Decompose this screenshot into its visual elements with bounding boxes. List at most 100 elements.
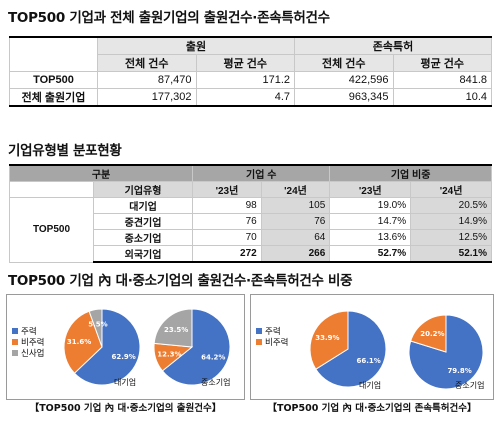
table1-subheader: 평균 건수 [392,54,492,72]
row-label: 전체 출원기업 [9,88,98,107]
legend-swatch [12,338,18,345]
pie-slice-0-1 [63,310,103,374]
table2-header-group: 구분 [8,164,194,182]
legend-swatch [12,327,18,334]
table-row: 중소기업 70 64 13.6% 12.5% [10,229,492,246]
legend-item: 신사업 [12,347,45,359]
pie-slice-1-1 [410,314,447,353]
table1-header-applications: 출원 [97,36,295,55]
pie-name: 대기업 [359,381,382,390]
table-cell: 76 [260,213,331,230]
table-cell: 20.5% [410,197,492,214]
table-cell: 422,596 [294,71,394,89]
table2-header-count: 기업 수 [192,164,331,182]
table-cell: 98 [192,197,262,214]
table-cell: 13.6% [329,229,412,246]
table1-subheader: 전체 건수 [97,54,197,72]
legend-item: 주력 [12,325,44,337]
table-cell: 14.7% [329,213,412,230]
title-share-by-size: TOP500 기업 內 대·중소기업의 출원건수·존속특허건수 비중 [8,273,353,289]
table-cell: 12.5% [410,229,492,246]
pie-slice-label: 12.3% [157,350,181,358]
caption-patents: 【TOP500 기업 內 대·중소기업의 존속특허건수】 [267,403,477,414]
table-cell: 10.4 [392,88,492,107]
table2-type-header: 기업유형 [92,181,194,198]
pie-slice-0-0 [73,308,141,386]
pie-slice-label: 64.2% [201,354,225,362]
row-label: TOP500 [9,71,98,89]
legend-swatch [12,349,18,356]
top500-vs-all-table: 출원 존속특허 전체 건수 평균 건수 전체 건수 평균 건수 TOP500 8… [9,36,492,107]
table-cell: 52.1% [410,245,492,263]
table-cell: 266 [260,245,331,263]
pie-slice-1-0 [161,308,231,386]
company-type-table: 구분 기업 수 기업 비중 기업유형 '23년 '24년 '23년 '24년 T… [8,164,492,263]
pie-slice-label: 20.2% [420,330,444,338]
pie-slice-label: 62.9% [112,353,136,361]
pie-slice-0-1 [309,310,349,370]
legend-item: 비주력 [256,336,289,348]
row-label: 외국기업 [92,245,194,263]
table-cell: 963,345 [294,88,394,107]
applications-pie-panel: 62.9% 31.6% 5.5% 64.2% 12.3% 23.5% 주력 비주력 신사업… [6,294,245,400]
title-company-distribution: 기업유형별 분포현황 [8,143,122,159]
pie-slice-label: 79.8% [447,367,471,375]
legend-label: 비주력 [265,337,289,348]
legend-label: 주력 [265,326,281,337]
table-cell: 4.7 [195,88,295,107]
table1-header-patents: 존속특허 [294,36,492,55]
legend-item: 비주력 [12,336,45,348]
table1-subheader: 전체 건수 [294,54,394,72]
table-cell: 841.8 [392,71,492,89]
pie-name: 중소기업 [201,378,231,387]
pie-slice-label: 33.9% [315,334,339,342]
table-row: 외국기업 272 266 52.7% 52.1% [10,245,492,263]
table-cell: 52.7% [329,245,412,263]
title-applications-patents: TOP500 기업과 전체 출원기업의 출원건수·존속특허건수 [8,10,330,26]
row-label: 중견기업 [92,213,194,230]
legend-applications: 주력 비주력 신사업 [12,325,45,359]
table-cell: 76 [192,213,262,230]
pie-slice-1-2 [153,308,193,348]
table-cell: 87,470 [97,71,197,89]
table1-corner [9,36,98,72]
table2-group-label: TOP500 [9,197,94,263]
table-cell: 177,302 [97,88,197,107]
patents-pie-chart: 66.1% 33.9% 79.8% 20.2% [309,310,484,390]
table2-year: '23년 [329,181,412,198]
pie-slice-label: 31.6% [67,338,91,346]
table-cell: 171.2 [195,71,295,89]
table-cell: 70 [192,229,262,246]
row-label: 대기업 [92,197,194,214]
table-row: TOP500 대기업 98 105 19.0% 20.5% [9,197,492,263]
legend-label: 비주력 [21,337,45,348]
pie-name: 중소기업 [455,381,485,390]
pie-slice-0-2 [88,308,103,348]
legend-swatch [256,338,262,345]
legend-label: 신사업 [21,348,45,359]
legend-swatch [256,327,262,334]
table2-year: '24년 [260,181,331,198]
table2-header-share: 기업 비중 [329,164,492,182]
table2-year: '24년 [410,181,492,198]
table-cell: 19.0% [329,197,412,214]
pie-name: 대기업 [114,378,137,387]
table-row: TOP500 87,470 171.2 422,596 841.8 [9,71,492,89]
pie-slice-label: 5.5% [88,320,107,328]
table2-year: '23년 [192,181,262,198]
row-label: 중소기업 [92,229,194,246]
legend-patents: 주력 비주력 [256,325,289,348]
applications-pie-chart: 62.9% 31.6% 5.5% 64.2% 12.3% 23.5% [63,308,231,386]
table-row: 전체 출원기업 177,302 4.7 963,345 10.4 [9,88,492,107]
legend-label: 주력 [21,326,37,337]
table1-subheader: 평균 건수 [195,54,295,72]
table-cell: 105 [260,197,331,214]
pie-slice-label: 66.1% [356,357,380,365]
table-cell: 64 [260,229,331,246]
pie-slice-0-0 [315,310,387,388]
pie-slice-label: 23.5% [164,326,188,334]
table2-group-blank [9,181,94,198]
caption-applications: 【TOP500 기업 內 대·중소기업의 출원건수】 [29,403,222,414]
table-cell: 14.9% [410,213,492,230]
table-cell: 272 [192,245,262,263]
